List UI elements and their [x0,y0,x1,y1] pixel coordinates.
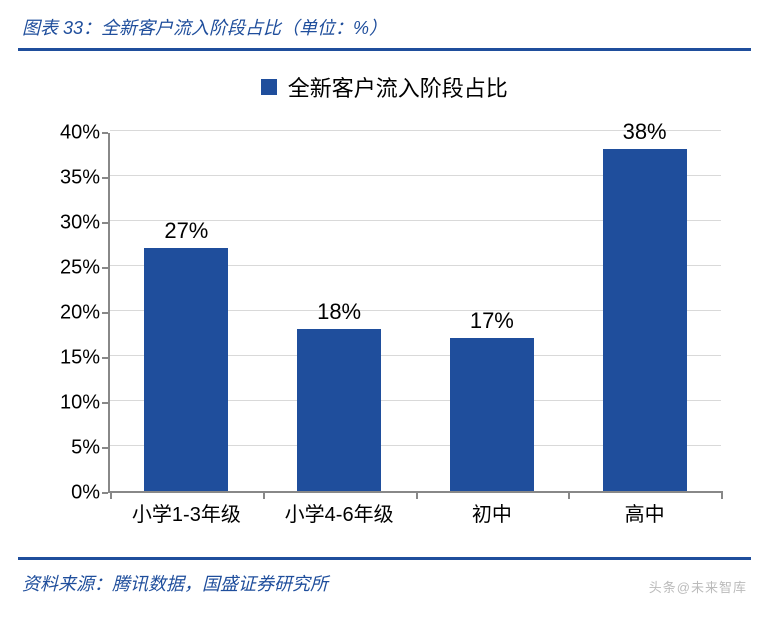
y-tick-label: 10% [38,392,100,415]
bar-value-label: 38% [603,119,687,145]
y-tick-label: 25% [38,257,100,280]
y-tick-label: 15% [38,347,100,370]
y-tick-label: 40% [38,122,100,145]
bar-value-label: 17% [450,308,534,334]
y-tick-label: 30% [38,212,100,235]
legend-label: 全新客户流入阶段占比 [288,76,508,101]
watermark: 头条@未来智库 [649,577,747,596]
x-tick-mark [721,491,723,499]
chart-title: 图表 33：全新客户流入阶段占比（单位：%） [18,8,751,51]
bar-chart: 0% 5% 10% 15% 20% 25% 30% 35% 40% 27% 18% 17% 38% 小… [38,113,731,533]
plot-area: 27%18%17%38% 小学1-3年级小学4-6年级初中高中 [108,133,721,493]
source-text: 资料来源：腾讯数据，国盛证券研究所 [18,557,751,602]
bar: 27% [144,248,228,491]
x-axis-label: 小学4-6年级 [263,498,416,527]
y-tick-label: 20% [38,302,100,325]
bar: 18% [297,329,381,491]
bar: 17% [450,338,534,491]
y-tick-label: 5% [38,437,100,460]
legend-swatch [261,79,277,95]
bar-value-label: 27% [144,218,228,244]
bar-value-label: 18% [297,299,381,325]
x-axis-label: 初中 [416,498,569,527]
bar: 38% [603,149,687,491]
legend: 全新客户流入阶段占比 [18,71,751,103]
y-tick-label: 35% [38,167,100,190]
x-axis-label: 小学1-3年级 [110,498,263,527]
x-axis-label: 高中 [568,498,721,527]
y-tick-label: 0% [38,482,100,505]
